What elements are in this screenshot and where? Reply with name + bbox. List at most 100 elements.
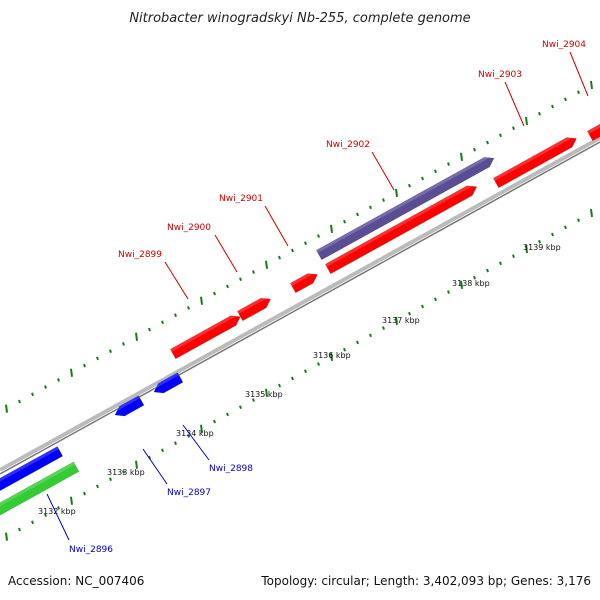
gene-label: Nwi_2897 [167,488,211,498]
tick-mark [447,162,450,166]
tick-label: 3133 kbp [107,468,145,477]
tick-mark [395,188,398,198]
tick-mark [486,140,489,145]
tick-mark [499,133,502,138]
tick-mark [421,304,424,309]
tick-mark [291,376,294,381]
tick-mark [590,80,593,90]
tick-mark [460,280,463,290]
gene-arrow-nwi-2902-shape [315,156,495,261]
tick-mark [369,205,372,210]
tick-mark [291,248,294,253]
gene-label: Nwi_2898 [209,464,253,474]
gene-arrow-nwi-2897-shape [114,395,145,417]
tick-mark [18,399,21,404]
tick-mark [330,352,333,361]
gene-arrow-nwi-2900-shape [236,297,272,322]
tick-mark [200,424,203,433]
gene-arrow-nwi-2899-highlight [170,314,240,352]
gene-arrow-nwi-2903-highlight [493,136,576,181]
gene-labels: Nwi_2896 Nwi_2897 Nwi_2898 Nwi_2899 Nwi_2900… [46,40,589,555]
tick-mark [174,441,177,445]
tick-mark [512,126,515,130]
tick-mark [317,362,320,366]
gene-arrow-nwi-2896-highlight [0,461,76,518]
tick-label: 3136 kbp [313,351,351,360]
tick-mark [109,477,112,481]
gene-arrow-nwi-2902 [315,155,495,261]
tick-mark [369,333,372,338]
tick-mark [304,369,307,374]
tick-mark [356,212,359,217]
gene-leader-line [569,51,589,97]
tick-mark [278,383,281,388]
tick-mark [434,169,437,174]
tick-mark [265,388,268,397]
gene-arrow-nwi-2901 [289,272,318,294]
tick-mark [551,232,554,237]
gene-arrow-highlight [325,184,476,267]
gene-leader-line [264,205,289,247]
tick-mark [408,311,411,316]
tick-mark [135,332,138,341]
tick-mark [382,198,385,202]
gene-label: Nwi_2896 [69,545,113,555]
gene-arrow-nwi-2898-highlight [152,372,180,390]
gene-arrow-nwi-2903-shape [492,137,577,189]
tick-mark [161,448,164,453]
tick-mark [83,491,86,496]
tick-mark [512,254,515,258]
tick-mark [382,326,385,330]
tick-mark [57,506,60,510]
gene-label: Nwi_2900 [167,223,211,233]
tick-mark [395,316,398,326]
gene-label: Nwi_2899 [118,250,162,260]
tick-mark [447,290,450,294]
tick-mark [317,234,320,238]
tick-mark [135,460,138,469]
gene-arrow-nwi-2904 [586,114,600,142]
gene-leader-line [214,234,238,273]
tick-label: 3132 kbp [38,507,76,516]
tick-mark [564,225,567,230]
tick-mark [252,270,255,274]
tick-mark [460,152,463,162]
tick-mark [44,513,47,517]
tick-mark [109,349,112,353]
tick-mark [122,342,125,346]
tick-label: 3135 kbp [245,390,283,399]
tick-mark [408,183,411,188]
gene-arrow-nwi-2900 [236,296,272,322]
gene-arrow-nwi-2898-shape [153,372,184,394]
gene-arrow-shape [0,446,64,492]
tick-mark [83,363,86,368]
gene-arrow-nwi-2899-shape [169,315,241,360]
gene-leader-line [371,151,395,191]
gene-label: Nwi_2903 [478,70,522,80]
tick-label: 3137 kbp [382,316,420,325]
tick-mark [239,405,242,410]
tick-mark [57,378,60,382]
tick-mark [499,261,502,266]
tick-mark [434,297,437,302]
tick-mark [5,404,8,413]
tick-mark [226,284,229,289]
gene-arrow-nwi-2897-highlight [113,395,141,413]
gene-arrow [324,184,478,275]
gene-arrow-nwi-2904-shape [586,115,600,142]
tick-mark [187,434,190,438]
tick-mark [473,147,476,152]
tick-mark [31,392,34,397]
tick-mark [577,90,580,94]
tick-mark [44,385,47,389]
gene-arrow-nwi-2902-highlight [316,155,493,253]
tick-label: 3134 kbp [176,429,214,438]
tick-mark [226,412,229,417]
gene-label: Nwi_2902 [326,140,370,150]
tick-mark [473,275,476,280]
tick-mark [200,296,203,305]
tick-mark [96,484,99,489]
tick-mark [538,239,541,244]
gene-arrow-nwi-2900-highlight [237,296,270,314]
